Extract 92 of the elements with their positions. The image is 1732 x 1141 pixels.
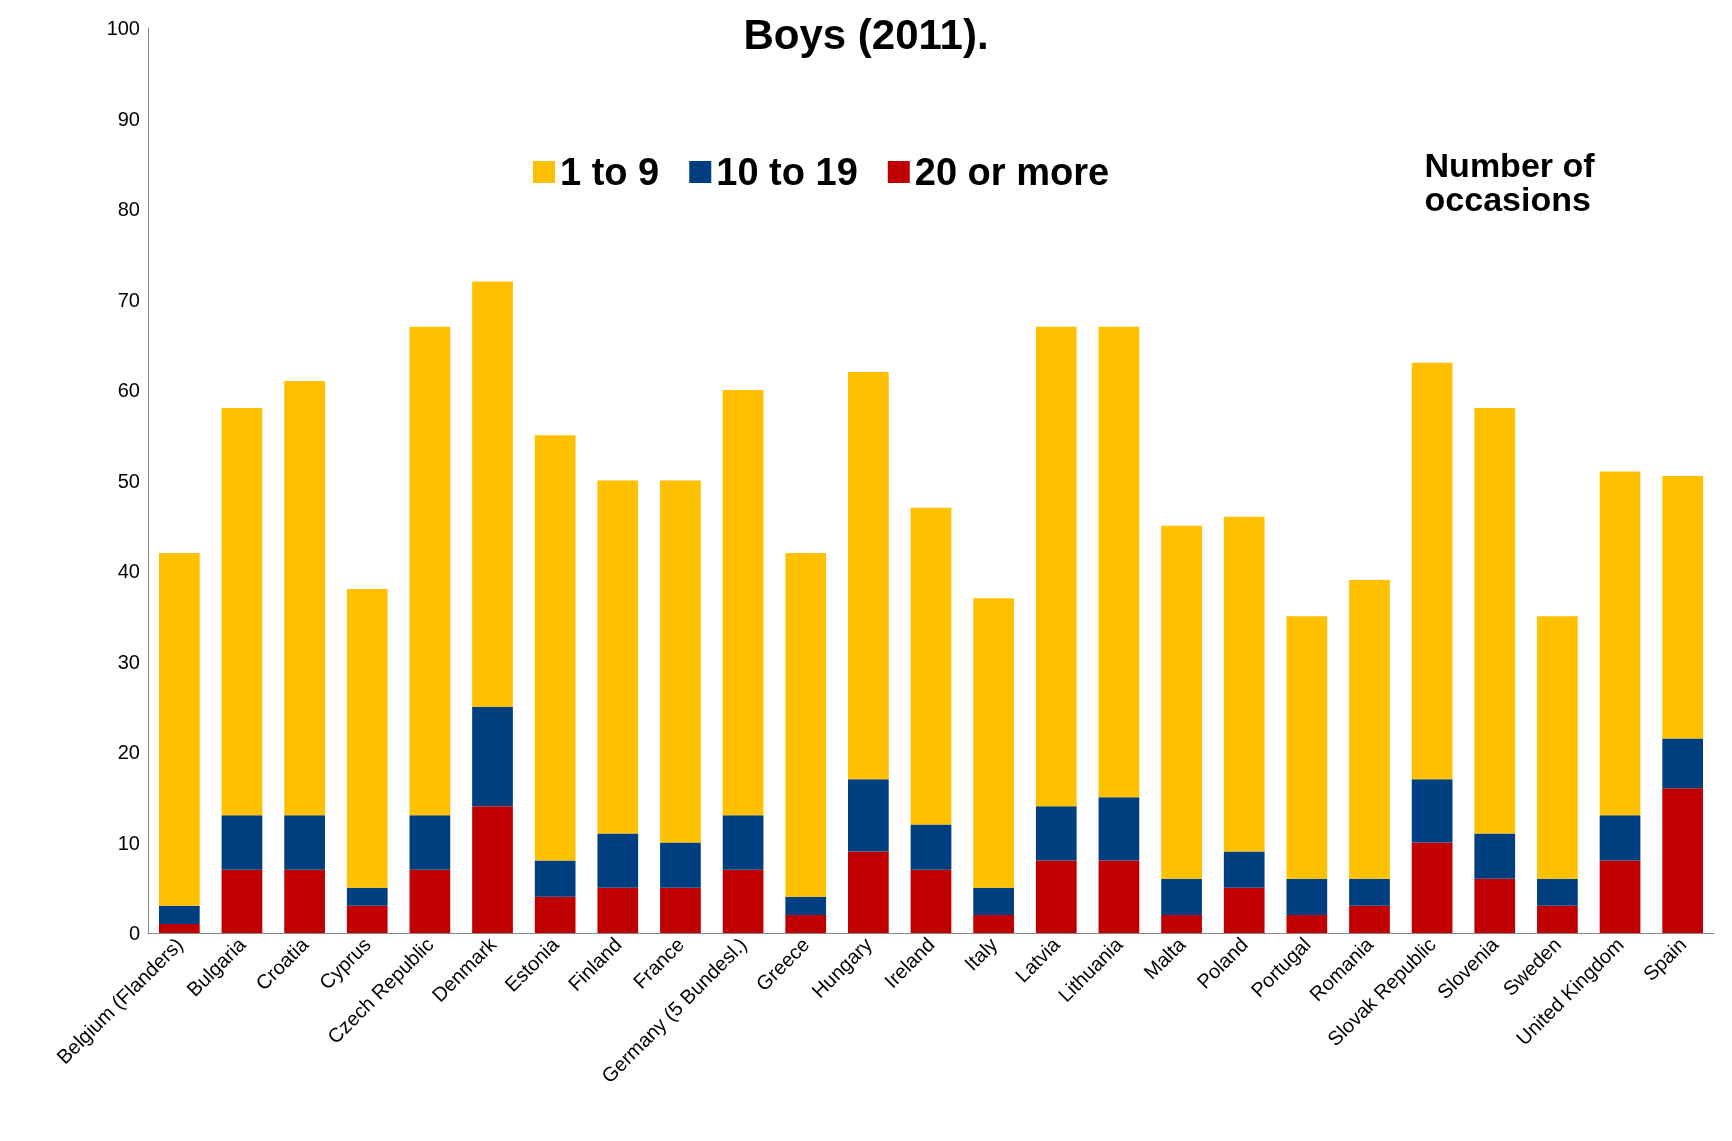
bar [534, 860, 576, 897]
bar [1286, 914, 1328, 933]
bar [1286, 616, 1328, 879]
bar [1223, 887, 1265, 933]
bar [1349, 878, 1390, 906]
bar [848, 371, 889, 780]
bar [1161, 878, 1202, 915]
legend-label: 20 or more [914, 151, 1110, 193]
bar [1223, 516, 1265, 852]
bar [1599, 815, 1641, 861]
y-tick-label: 100 [106, 17, 140, 39]
bar [1537, 616, 1578, 879]
bar [1537, 878, 1578, 906]
legend-label: 1 to 9 [560, 151, 660, 193]
bar [910, 869, 952, 933]
x-tick-label: Italy [959, 933, 1002, 975]
bar [660, 887, 701, 933]
bar [597, 480, 639, 834]
bar [534, 435, 576, 861]
bar [785, 552, 827, 897]
bar [284, 869, 325, 933]
bar [534, 896, 576, 933]
bar [346, 589, 388, 888]
bar [472, 706, 513, 807]
annotation: Number of occasions [1424, 146, 1605, 218]
bar [1161, 525, 1202, 879]
bar [284, 380, 325, 816]
legend-label: 10 to 19 [716, 151, 858, 193]
y-tick-label: 10 [117, 831, 140, 854]
bar [472, 806, 513, 933]
bar [785, 914, 827, 933]
bar [848, 851, 889, 933]
bar [409, 815, 451, 870]
bar [1662, 475, 1704, 739]
bar [1098, 860, 1140, 933]
y-tick-label: 70 [117, 288, 140, 311]
bar [284, 815, 325, 870]
bar [1098, 326, 1140, 798]
y-tick-label: 20 [117, 741, 140, 763]
bar [1599, 471, 1641, 816]
bar [660, 842, 701, 888]
bar [1662, 738, 1704, 789]
bar [973, 887, 1014, 915]
bar [1474, 408, 1516, 834]
bar [1474, 878, 1516, 933]
y-tick-label: 60 [117, 379, 140, 401]
bar [910, 507, 952, 825]
y-tick-label: 80 [117, 198, 140, 220]
bar [722, 815, 764, 870]
bar [597, 887, 639, 933]
bar [597, 833, 639, 888]
bar [1349, 580, 1390, 879]
bar [848, 779, 889, 852]
y-tick-label: 30 [117, 650, 140, 673]
bar [1411, 362, 1453, 780]
bar [1474, 833, 1516, 879]
chart-title: Boys (2011). [743, 10, 989, 58]
bar [1035, 806, 1077, 861]
bar [1599, 860, 1641, 933]
bar [346, 887, 388, 906]
bar [1098, 797, 1140, 861]
y-tick-label: 90 [117, 107, 140, 130]
bar [409, 326, 451, 816]
bar [221, 869, 263, 933]
bar [158, 552, 200, 906]
y-tick-label: 50 [117, 469, 140, 492]
bar [1662, 788, 1704, 933]
bar [722, 869, 764, 933]
bar [1161, 914, 1202, 933]
bar [1349, 905, 1390, 933]
bar [1223, 851, 1265, 888]
bar [785, 896, 827, 915]
bar [973, 598, 1014, 888]
bar [409, 869, 451, 933]
bar [472, 281, 513, 707]
bar [1286, 878, 1328, 915]
bar [1537, 905, 1578, 933]
y-tick-label: 0 [128, 922, 140, 944]
bar [1411, 842, 1453, 933]
bar [221, 408, 263, 816]
bar [346, 905, 388, 933]
bar [1411, 779, 1453, 843]
bar [221, 815, 263, 870]
bar [973, 914, 1014, 933]
bar [1035, 860, 1077, 933]
bar [910, 824, 952, 870]
y-tick-label: 40 [117, 560, 140, 582]
bar [1035, 326, 1077, 807]
bar [660, 480, 701, 843]
bar [722, 390, 764, 816]
bar [158, 923, 200, 933]
bar [158, 905, 200, 924]
